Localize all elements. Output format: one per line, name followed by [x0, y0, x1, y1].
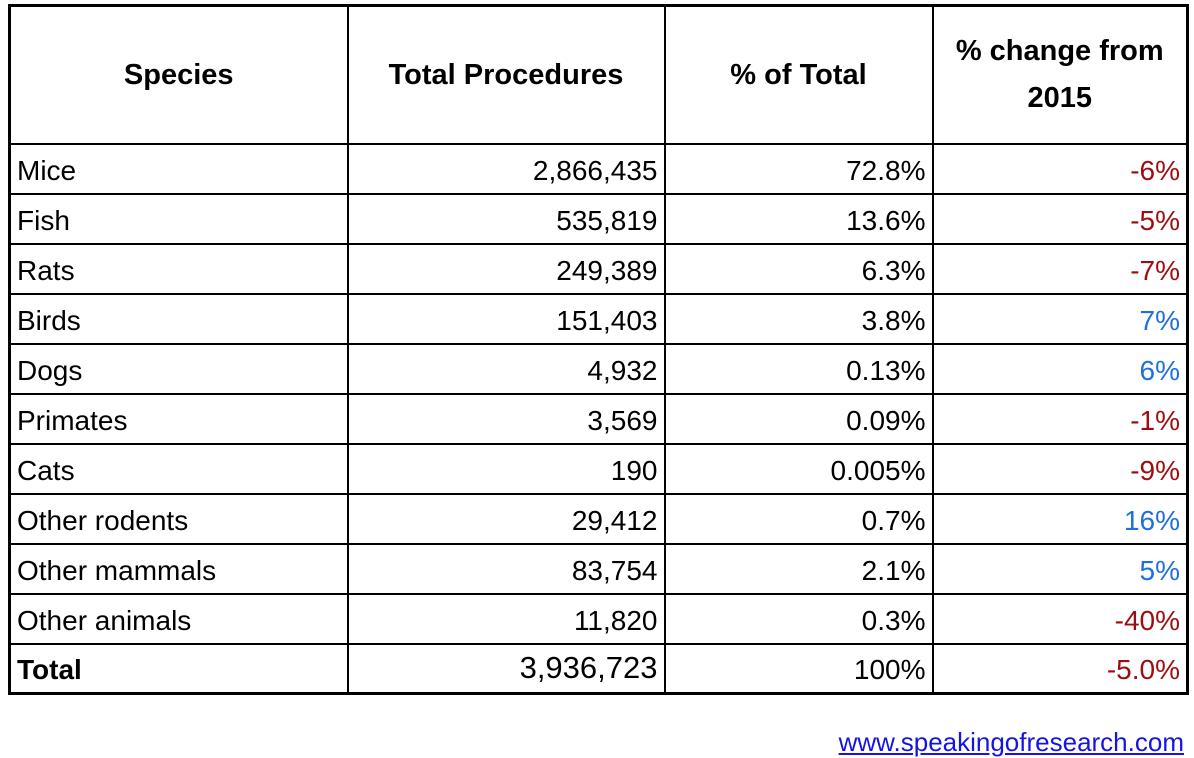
species-cell: Other rodents: [8, 492, 349, 545]
table-row: Other mammals 83,754 2.1% 5%: [8, 542, 1189, 595]
change-cell: -6%: [931, 142, 1189, 195]
table-row: Primates 3,569 0.09% -1%: [8, 392, 1189, 445]
total-procedures-cell: 249,389: [346, 242, 666, 295]
change-cell: 7%: [931, 292, 1189, 345]
total-procedures-cell: 11,820: [346, 592, 666, 645]
total-procedures-cell: 2,866,435: [346, 142, 666, 195]
pct-of-total-total-cell: 100%: [663, 642, 934, 695]
column-header-pct-of-total: % of Total: [663, 4, 934, 145]
change-cell: -1%: [931, 392, 1189, 445]
change-cell: -9%: [931, 442, 1189, 495]
total-procedures-cell: 4,932: [346, 342, 666, 395]
total-procedures-cell: 83,754: [346, 542, 666, 595]
column-header-species: Species: [8, 4, 349, 145]
species-cell: Cats: [8, 442, 349, 495]
footer: www.speakingofresearch.com: [839, 727, 1184, 758]
total-row: Total 3,936,723 100% -5.0%: [8, 642, 1189, 695]
total-procedures-cell: 3,569: [346, 392, 666, 445]
species-cell: Other mammals: [8, 542, 349, 595]
species-cell: Other animals: [8, 592, 349, 645]
pct-of-total-cell: 0.7%: [663, 492, 934, 545]
table-row: Dogs 4,932 0.13% 6%: [8, 342, 1189, 395]
total-procedures-cell: 151,403: [346, 292, 666, 345]
pct-of-total-cell: 0.005%: [663, 442, 934, 495]
table-row: Other animals 11,820 0.3% -40%: [8, 592, 1189, 645]
species-cell: Dogs: [8, 342, 349, 395]
total-procedures-cell: 29,412: [346, 492, 666, 545]
change-cell: 16%: [931, 492, 1189, 545]
pct-of-total-cell: 13.6%: [663, 192, 934, 245]
table-row: Rats 249,389 6.3% -7%: [8, 242, 1189, 295]
change-cell: -5%: [931, 192, 1189, 245]
change-cell: 5%: [931, 542, 1189, 595]
change-cell: 6%: [931, 342, 1189, 395]
website-link[interactable]: www.speakingofresearch.com: [838, 727, 1184, 757]
pct-of-total-cell: 0.3%: [663, 592, 934, 645]
table-row: Mice 2,866,435 72.8% -6%: [8, 142, 1189, 195]
total-procedures-cell: 535,819: [346, 192, 666, 245]
total-procedures-total-cell: 3,936,723: [346, 642, 666, 695]
change-total-cell: -5.0%: [931, 642, 1189, 695]
pct-of-total-cell: 2.1%: [663, 542, 934, 595]
column-header-pct-change: % change from 2015: [931, 4, 1189, 145]
pct-of-total-cell: 0.09%: [663, 392, 934, 445]
change-cell: -40%: [931, 592, 1189, 645]
species-cell: Fish: [8, 192, 349, 245]
table-row: Fish 535,819 13.6% -5%: [8, 192, 1189, 245]
total-label-cell: Total: [8, 642, 349, 695]
pct-of-total-cell: 6.3%: [663, 242, 934, 295]
pct-of-total-cell: 0.13%: [663, 342, 934, 395]
table-row: Other rodents 29,412 0.7% 16%: [8, 492, 1189, 545]
table-row: Cats 190 0.005% -9%: [8, 442, 1189, 495]
change-cell: -7%: [931, 242, 1189, 295]
species-cell: Primates: [8, 392, 349, 445]
header-row: Species Total Procedures % of Total % ch…: [8, 4, 1189, 145]
species-cell: Rats: [8, 242, 349, 295]
species-cell: Mice: [8, 142, 349, 195]
table-row: Birds 151,403 3.8% 7%: [8, 292, 1189, 345]
species-cell: Birds: [8, 292, 349, 345]
column-header-total-procedures: Total Procedures: [346, 4, 666, 145]
species-procedures-table: Species Total Procedures % of Total % ch…: [8, 4, 1189, 695]
pct-of-total-cell: 72.8%: [663, 142, 934, 195]
total-procedures-cell: 190: [346, 442, 666, 495]
pct-of-total-cell: 3.8%: [663, 292, 934, 345]
